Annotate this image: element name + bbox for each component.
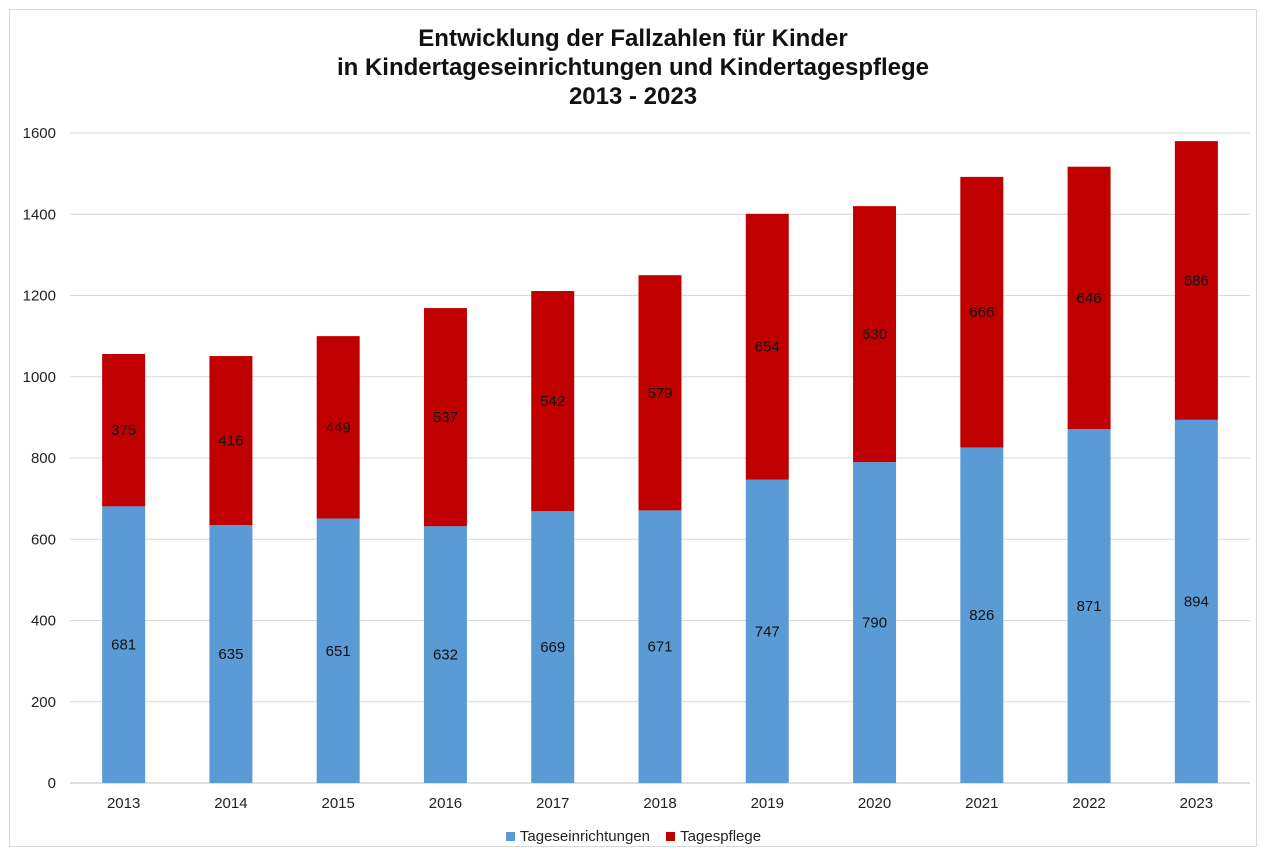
bar-tageseinrichtungen bbox=[745, 479, 789, 783]
y-tick-label: 200 bbox=[31, 694, 56, 711]
y-tick-label: 400 bbox=[31, 613, 56, 630]
bar-tagespflege bbox=[745, 213, 789, 480]
data-label-tagespflege: 449 bbox=[326, 419, 351, 436]
bar-tagespflege bbox=[960, 176, 1004, 448]
y-tick-label: 1000 bbox=[23, 369, 56, 386]
chart-title-line-2: in Kindertageseinrichtungen und Kinderta… bbox=[336, 54, 930, 81]
y-tick-label: 0 bbox=[48, 775, 56, 792]
data-label-tagespflege: 646 bbox=[1077, 290, 1102, 307]
data-label-tagespflege: 579 bbox=[647, 385, 672, 402]
data-label-tageseinrichtungen: 681 bbox=[111, 637, 136, 654]
data-label-tageseinrichtungen: 790 bbox=[862, 615, 887, 632]
x-tick-label: 2022 bbox=[1072, 795, 1105, 812]
x-tick-label: 2019 bbox=[751, 795, 784, 812]
x-tick-label: 2014 bbox=[214, 795, 247, 812]
bar-tageseinrichtungen bbox=[1174, 419, 1218, 783]
bar-tageseinrichtungen bbox=[638, 510, 682, 783]
legend: Tageseinrichtungen Tagespflege bbox=[0, 828, 1267, 845]
data-label-tageseinrichtungen: 635 bbox=[218, 646, 243, 663]
legend-swatch-tageseinrichtungen bbox=[505, 832, 515, 841]
chart-title-line-3: 2013 - 2023 bbox=[568, 83, 698, 110]
data-label-tagespflege: 686 bbox=[1184, 272, 1209, 289]
bar-tageseinrichtungen bbox=[960, 447, 1004, 783]
data-label-tageseinrichtungen: 871 bbox=[1077, 598, 1102, 615]
bar-tagespflege bbox=[1067, 166, 1111, 430]
data-label-tagespflege: 666 bbox=[969, 304, 994, 321]
bar-tagespflege bbox=[1174, 141, 1218, 420]
data-label-tagespflege: 654 bbox=[755, 339, 780, 356]
bar-tagespflege bbox=[316, 336, 360, 519]
data-label-tageseinrichtungen: 671 bbox=[647, 639, 672, 656]
data-label-tageseinrichtungen: 894 bbox=[1184, 593, 1209, 610]
x-tick-label: 2017 bbox=[536, 795, 569, 812]
data-label-tagespflege: 416 bbox=[218, 433, 243, 450]
y-tick-label: 1200 bbox=[23, 288, 56, 305]
legend-item-tagespflege: Tagespflege bbox=[666, 828, 761, 845]
bar-tagespflege bbox=[102, 354, 146, 507]
data-label-tageseinrichtungen: 826 bbox=[969, 607, 994, 624]
legend-swatch-tagespflege bbox=[666, 832, 676, 841]
legend-label-tageseinrichtungen: Tageseinrichtungen bbox=[519, 828, 650, 845]
data-label-tageseinrichtungen: 669 bbox=[540, 639, 565, 656]
x-tick-label: 2023 bbox=[1180, 795, 1213, 812]
bar-tagespflege bbox=[209, 356, 253, 526]
data-label-tageseinrichtungen: 747 bbox=[755, 623, 780, 640]
x-tick-label: 2018 bbox=[643, 795, 676, 812]
y-tick-label: 800 bbox=[31, 450, 56, 467]
bar-tageseinrichtungen bbox=[209, 525, 253, 783]
chart-title-line-1: Entwicklung der Fallzahlen für Kinder bbox=[418, 25, 848, 52]
data-label-tagespflege: 630 bbox=[862, 326, 887, 343]
data-label-tageseinrichtungen: 632 bbox=[433, 647, 458, 664]
bar-tageseinrichtungen bbox=[1067, 429, 1111, 783]
data-label-tagespflege: 537 bbox=[433, 409, 458, 426]
bar-tageseinrichtungen bbox=[531, 511, 575, 783]
bar-tagespflege bbox=[531, 291, 575, 512]
data-label-tagespflege: 542 bbox=[540, 393, 565, 410]
bar-tagespflege bbox=[423, 308, 467, 527]
y-tick-label: 1400 bbox=[23, 206, 56, 223]
bar-tageseinrichtungen bbox=[423, 526, 467, 783]
x-tick-label: 2021 bbox=[965, 795, 998, 812]
y-tick-label: 1600 bbox=[23, 125, 56, 142]
bar-tagespflege bbox=[638, 275, 682, 511]
x-tick-label: 2013 bbox=[107, 795, 140, 812]
data-label-tageseinrichtungen: 651 bbox=[326, 643, 351, 660]
x-tick-label: 2016 bbox=[429, 795, 462, 812]
bar-tageseinrichtungen bbox=[316, 518, 360, 783]
x-tick-label: 2020 bbox=[858, 795, 891, 812]
legend-item-tageseinrichtungen: Tageseinrichtungen bbox=[505, 828, 650, 845]
chart-title: Entwicklung der Fallzahlen für Kinder in… bbox=[9, 24, 1257, 111]
x-tick-label: 2015 bbox=[321, 795, 354, 812]
legend-label-tagespflege: Tagespflege bbox=[680, 828, 762, 845]
y-tick-label: 600 bbox=[31, 531, 56, 548]
bar-tageseinrichtungen bbox=[853, 462, 897, 783]
bar-tageseinrichtungen bbox=[102, 506, 146, 783]
data-label-tagespflege: 375 bbox=[111, 422, 136, 439]
bar-tagespflege bbox=[853, 206, 897, 463]
